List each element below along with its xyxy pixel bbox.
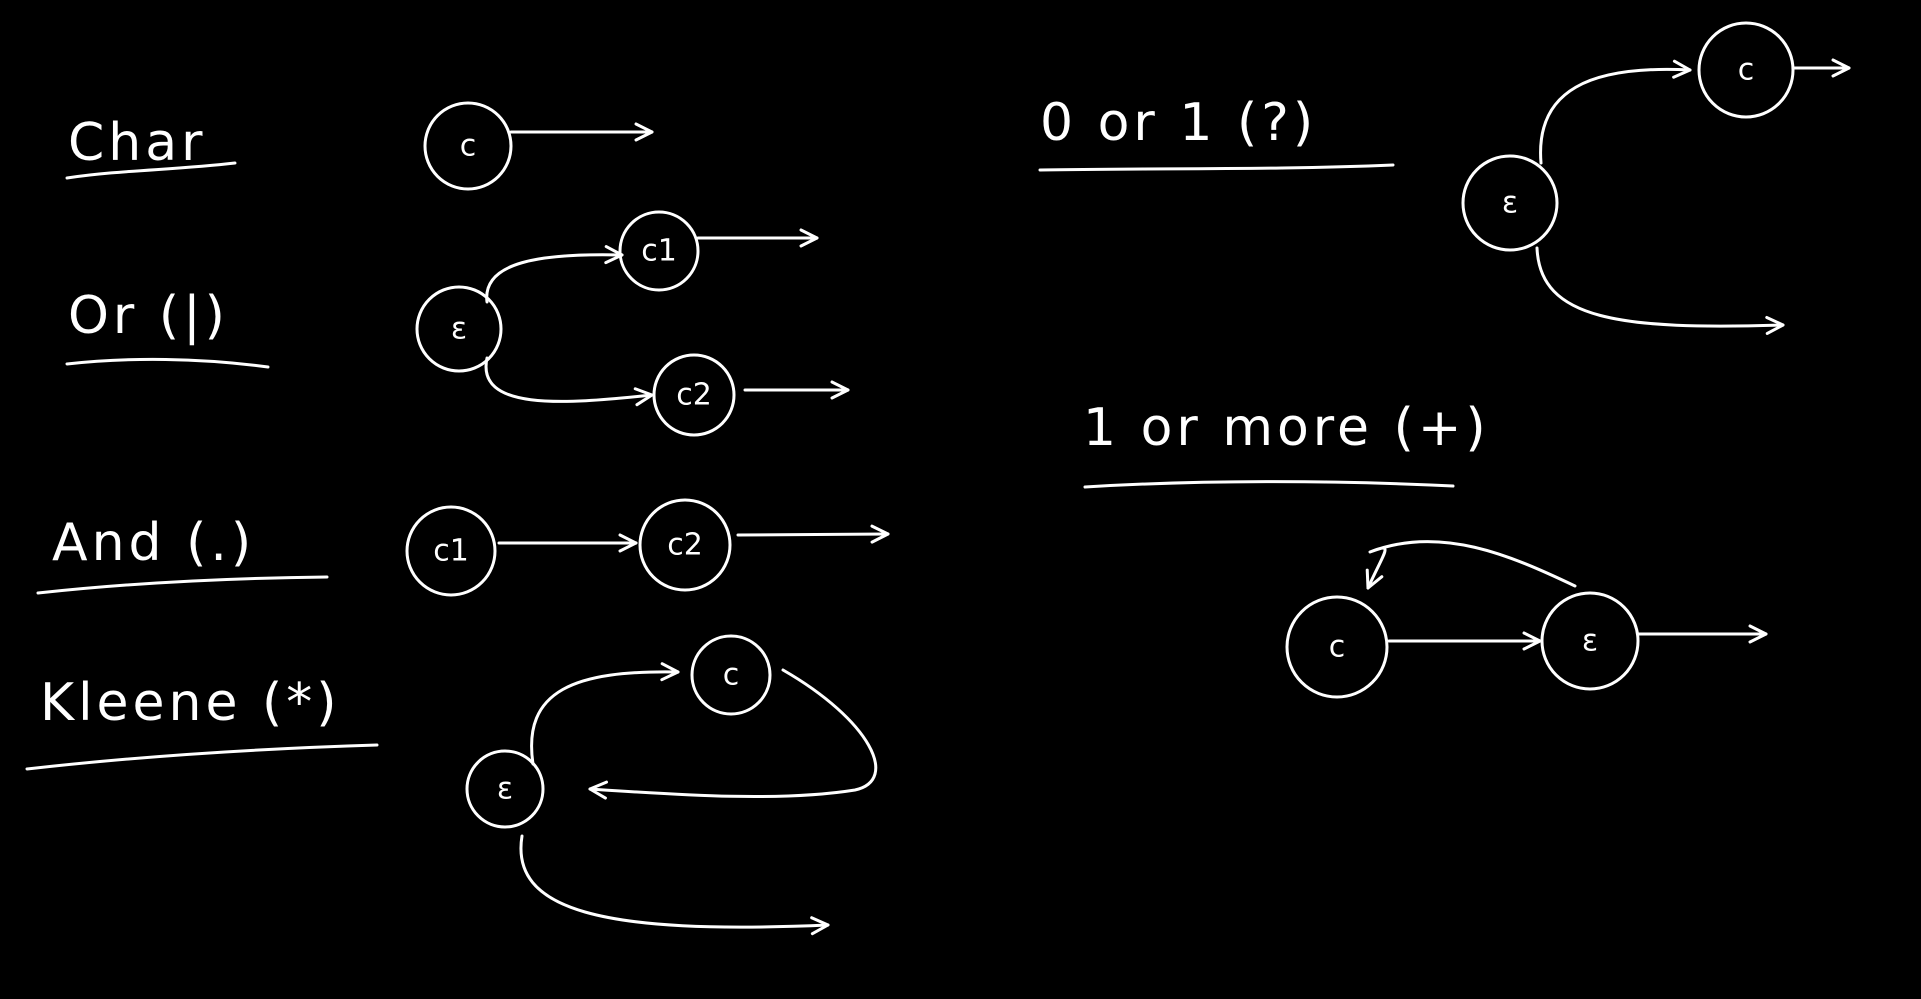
optional-start-node: ε	[1463, 156, 1557, 250]
plus-node-c: c	[1287, 597, 1387, 697]
svg-text:c: c	[723, 658, 740, 693]
optional-edge-to-c	[1541, 69, 1690, 163]
kleene-node-c: c	[692, 636, 770, 714]
and-node-c2: c2	[640, 500, 730, 590]
and-node-c1: c1	[407, 507, 495, 595]
plus-loop-back	[1368, 541, 1575, 588]
svg-text:c1: c1	[433, 534, 469, 569]
label-char: Char	[68, 113, 207, 173]
svg-text:ε: ε	[1582, 624, 1598, 659]
label-kleene: Kleene (*)	[40, 673, 341, 733]
svg-text:c: c	[460, 129, 477, 164]
svg-text:c2: c2	[667, 528, 703, 563]
underline-or	[67, 359, 268, 367]
label-optional: 0 or 1 (?)	[1040, 93, 1317, 153]
section-char: Char c	[67, 103, 652, 189]
section-plus: 1 or more (+) c ε	[1083, 398, 1766, 697]
svg-text:c2: c2	[676, 378, 712, 413]
section-kleene: Kleene (*) ε c	[27, 636, 876, 927]
optional-skip-exit-arrow	[1537, 248, 1783, 326]
kleene-edge-to-c	[532, 672, 678, 764]
section-or: Or (|) ε c1 c2	[67, 212, 848, 435]
section-optional: 0 or 1 (?) ε c	[1040, 23, 1849, 326]
label-plus: 1 or more (+)	[1083, 398, 1490, 458]
svg-text:ε: ε	[497, 772, 513, 807]
optional-node-c: c	[1699, 23, 1793, 117]
or-node-c1: c1	[620, 212, 698, 290]
svg-text:c: c	[1738, 53, 1755, 88]
char-node: c	[425, 103, 511, 189]
or-edge-to-c2	[486, 358, 652, 401]
underline-optional	[1040, 165, 1393, 170]
section-and: And (.) c1 c2	[38, 500, 888, 595]
underline-plus	[1085, 482, 1453, 487]
svg-text:ε: ε	[451, 312, 467, 347]
svg-text:c: c	[1329, 630, 1346, 665]
kleene-skip-exit-arrow	[521, 836, 828, 927]
label-and: And (.)	[52, 513, 255, 573]
underline-kleene	[27, 745, 377, 769]
or-edge-to-c1	[487, 255, 622, 302]
svg-text:c1: c1	[641, 234, 677, 269]
plus-mid-node: ε	[1542, 593, 1638, 689]
or-node-c2: c2	[654, 355, 734, 435]
label-or: Or (|)	[68, 286, 229, 346]
and-c2-exit-arrow	[738, 534, 888, 535]
underline-and	[38, 577, 327, 593]
svg-text:ε: ε	[1502, 186, 1518, 221]
